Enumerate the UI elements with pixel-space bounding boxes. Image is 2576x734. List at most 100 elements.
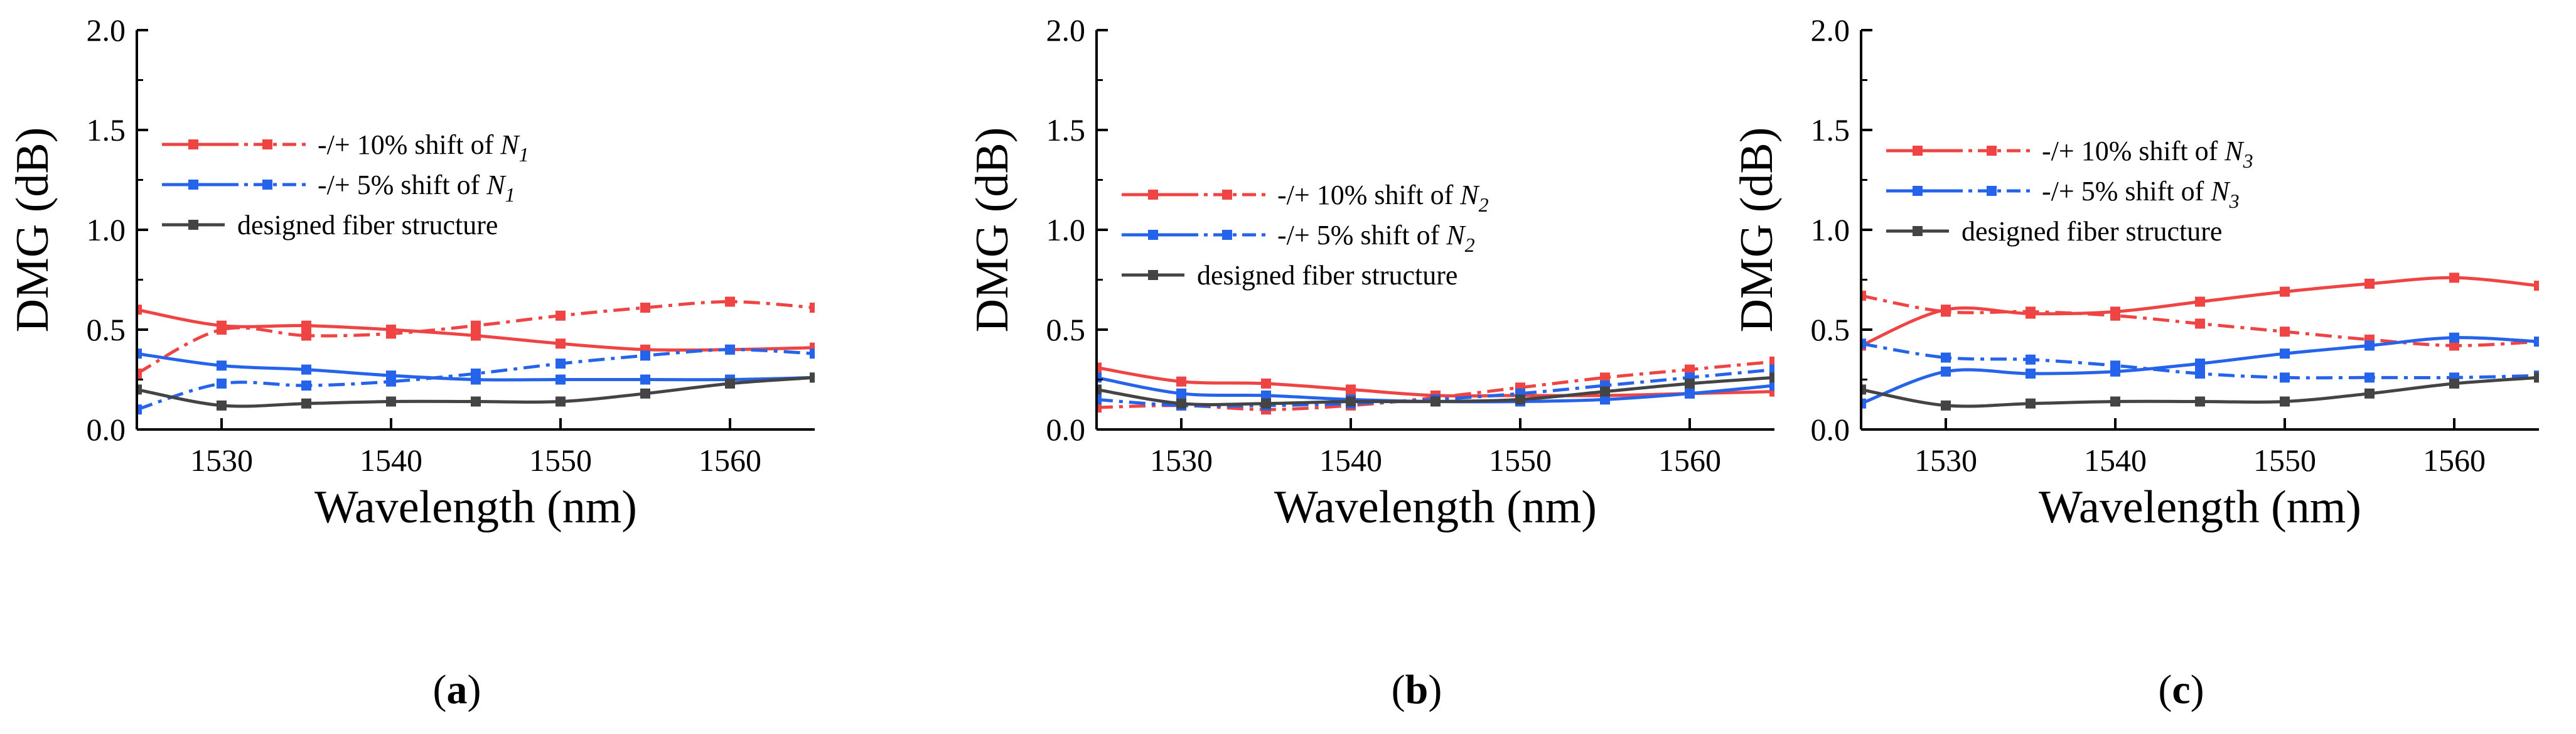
data-point-s5-4 — [386, 396, 396, 407]
data-point-s4-1 — [1097, 394, 1102, 405]
data-point-s2-3 — [301, 330, 311, 341]
data-point-s5-2 — [1176, 398, 1186, 409]
series-group — [1861, 273, 2539, 411]
legend-label-text: -/+ 5% shift of — [318, 170, 486, 200]
data-point-s4-1 — [137, 404, 142, 415]
data-point-s3-3 — [2026, 368, 2036, 379]
y-tick-label: 2.0 — [1811, 13, 1850, 48]
legend-label: -/+ 5% shift of N2 — [1277, 220, 1475, 256]
panel-label-open: ( — [2158, 667, 2172, 713]
data-point-s5-8 — [725, 378, 735, 389]
data-point-s5-3 — [301, 398, 311, 409]
data-point-s5-4 — [2110, 396, 2120, 407]
data-point-s5-7 — [640, 388, 650, 399]
data-point-s4-3 — [301, 380, 311, 391]
data-point-s4-9 — [810, 348, 815, 359]
data-point-s5-1 — [1861, 384, 1866, 395]
x-tick-label: 1530 — [1150, 443, 1213, 478]
data-point-s1-8 — [2449, 273, 2459, 283]
y-tick-label: 0.5 — [1046, 312, 1086, 347]
legend-label-text: designed fiber structure — [237, 210, 498, 240]
y-tick-label: 1.0 — [87, 212, 126, 247]
legend-marker — [1148, 190, 1158, 200]
data-point-s1-2 — [1176, 376, 1186, 387]
data-point-s5-7 — [2364, 388, 2375, 399]
data-point-s5-7 — [1600, 386, 1610, 397]
data-point-s1-5 — [471, 330, 481, 341]
data-point-s4-3 — [2026, 354, 2036, 365]
data-point-s4-4 — [2110, 360, 2120, 371]
x-axis-title: Wavelength (nm) — [2039, 482, 2361, 533]
legend-marker — [188, 139, 198, 149]
data-point-s5-5 — [471, 396, 481, 407]
panel-label-letter: c — [2172, 667, 2190, 713]
data-point-s4-6 — [2280, 372, 2290, 383]
legend-marker — [188, 220, 198, 230]
data-point-s2-4 — [386, 328, 396, 339]
data-point-s1-3 — [301, 320, 311, 331]
legend-label: -/+ 10% shift of N2 — [1277, 180, 1489, 216]
x-axis-title: Wavelength (nm) — [1274, 482, 1597, 533]
data-point-s4-5 — [2195, 368, 2205, 379]
data-point-s3-8 — [2449, 332, 2459, 343]
data-point-s5-5 — [2195, 396, 2205, 407]
legend-label: -/+ 10% shift of N3 — [2042, 136, 2253, 172]
data-point-s1-6 — [2280, 286, 2290, 297]
data-point-s3-6 — [555, 374, 566, 385]
x-tick-label: 1550 — [529, 443, 592, 478]
panel-label: (b) — [1392, 667, 1442, 713]
data-point-s5-6 — [2280, 396, 2290, 407]
x-tick-label: 1560 — [2423, 443, 2486, 478]
legend-label-var: N — [1446, 220, 1466, 251]
panel-label-close: ) — [2191, 667, 2204, 713]
data-point-s1-1 — [1097, 362, 1102, 373]
data-point-s4-7 — [2364, 372, 2375, 383]
chart-panel-c: 0.0 0.5 1.0 1.5 2.0 1530 1540 1550 1560 Wavelengt… — [1731, 13, 2539, 713]
y-tick-label: 1.0 — [1046, 212, 1086, 247]
legend-label-text: -/+ 10% shift of — [2042, 136, 2224, 166]
data-point-s2-6 — [2280, 327, 2290, 337]
legend-marker — [262, 180, 272, 190]
data-point-s2-8 — [725, 296, 735, 307]
data-point-s5-6 — [1515, 394, 1525, 405]
legend-label: -/+ 10% shift of N1 — [318, 129, 529, 166]
data-point-s4-9 — [1769, 364, 1774, 375]
y-tick-label: 0.5 — [1811, 312, 1850, 347]
panel-label-open: ( — [433, 667, 447, 713]
panel-label-letter: a — [447, 667, 468, 713]
data-point-s5-1 — [137, 384, 142, 395]
y-tick-label: 0.5 — [87, 312, 126, 347]
data-point-s1-7 — [2364, 278, 2375, 289]
y-axis-title: DMG (dB) — [967, 127, 1018, 333]
legend-label: -/+ 5% shift of N3 — [2042, 176, 2240, 212]
data-point-s2-7 — [1600, 372, 1610, 383]
data-point-s5-5 — [1430, 396, 1441, 407]
data-point-s2-2 — [1941, 306, 1951, 317]
legend-marker — [1913, 226, 1923, 236]
data-point-s3-3 — [301, 364, 311, 375]
data-point-s2-6 — [555, 310, 566, 321]
y-tick-label: 0.0 — [1811, 412, 1850, 447]
y-axis-title: DMG (dB) — [1731, 127, 1783, 333]
data-point-s2-2 — [217, 325, 227, 335]
x-tick-label: 1560 — [699, 443, 761, 478]
x-tick-label: 1540 — [1319, 443, 1382, 478]
data-point-s4-2 — [1941, 352, 1951, 363]
data-point-s1-9 — [1769, 386, 1774, 397]
data-point-s2-8 — [2449, 340, 2459, 351]
legend: -/+ 10% shift of N3 -/+ 5% shift of N3 des… — [1886, 136, 2253, 247]
y-tick-label: 2.0 — [87, 13, 126, 48]
data-point-s4-5 — [471, 368, 481, 379]
data-point-s5-1 — [1097, 384, 1102, 395]
legend-label-subscript: 2 — [1465, 234, 1475, 256]
y-tick-label: 1.5 — [87, 112, 126, 148]
data-point-s5-4 — [1346, 396, 1356, 407]
data-point-s1-1 — [137, 305, 142, 315]
legend-marker — [188, 180, 198, 190]
legend-label-text: -/+ 10% shift of — [318, 129, 500, 160]
y-tick-label: 1.0 — [1811, 212, 1850, 247]
y-tick-label: 0.0 — [1046, 412, 1086, 447]
legend-label: designed fiber structure — [1962, 216, 2222, 247]
